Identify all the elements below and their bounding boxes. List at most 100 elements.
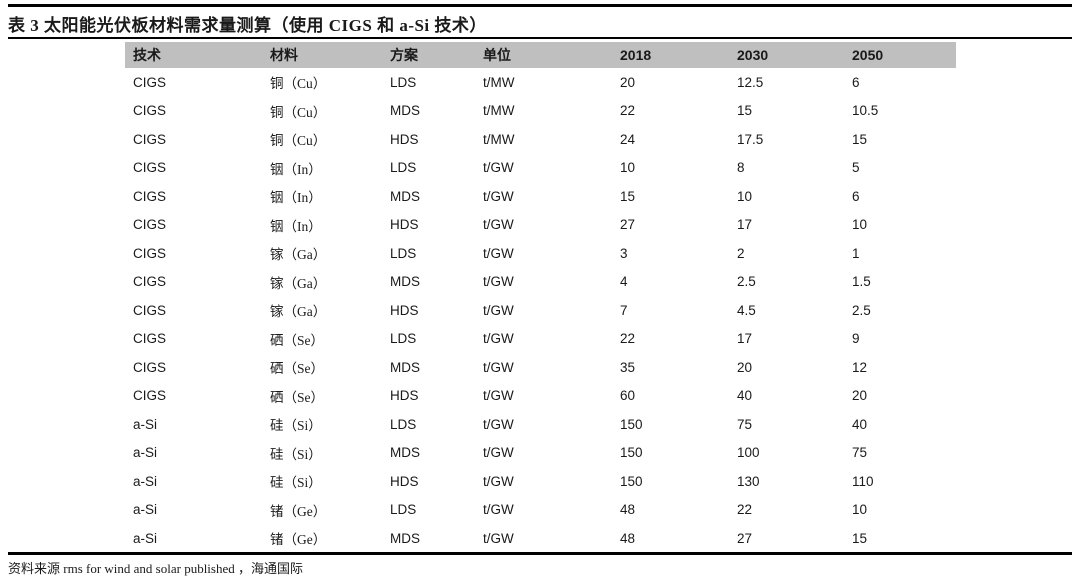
cell-2018: 150 — [620, 445, 643, 461]
bottom-divider — [8, 552, 1072, 555]
cell-tech: CIGS — [133, 160, 167, 176]
cell-unit: t/MW — [483, 74, 515, 90]
cell-2030: 15 — [737, 103, 753, 119]
cell-2030: 27 — [737, 530, 753, 546]
cell-material: 锗（Ge） — [270, 503, 327, 519]
cell-tech: a-Si — [133, 416, 158, 432]
cell-material: 铜（Cu） — [270, 76, 327, 92]
table-row: CIGS 铟（In） MDS t/GW 15 10 6 — [125, 182, 956, 211]
cell-material: 硒（Se） — [270, 361, 324, 377]
cell-2050: 9 — [852, 331, 860, 347]
cell-unit: t/MW — [483, 103, 515, 119]
cell-scenario: LDS — [390, 416, 417, 432]
cell-scenario: LDS — [390, 331, 417, 347]
cell-2018: 10 — [620, 160, 636, 176]
cell-scenario: HDS — [390, 217, 419, 233]
cell-tech: CIGS — [133, 103, 167, 119]
cell-2050: 12 — [852, 359, 868, 375]
cell-unit: t/GW — [483, 302, 514, 318]
cell-unit: t/GW — [483, 416, 514, 432]
cell-2030: 17 — [737, 331, 753, 347]
cell-tech: CIGS — [133, 245, 167, 261]
cell-2050: 5 — [852, 160, 860, 176]
cell-2018: 48 — [620, 502, 636, 518]
cell-unit: t/GW — [483, 245, 514, 261]
cell-unit: t/GW — [483, 160, 514, 176]
cell-material: 铜（Cu） — [270, 133, 327, 149]
cell-2050: 15 — [852, 530, 868, 546]
cell-tech: CIGS — [133, 217, 167, 233]
cell-2018: 150 — [620, 473, 643, 489]
cell-unit: t/MW — [483, 131, 515, 147]
cell-2050: 6 — [852, 74, 860, 90]
cell-2030: 100 — [737, 445, 760, 461]
cell-2050: 110 — [852, 473, 874, 489]
cell-material: 铟（In） — [270, 190, 322, 206]
cell-material: 镓（Ga） — [270, 304, 327, 320]
cell-unit: t/GW — [483, 274, 514, 290]
cell-2050: 1 — [852, 245, 860, 261]
cell-scenario: MDS — [390, 359, 420, 375]
cell-2030: 17 — [737, 217, 753, 233]
cell-tech: a-Si — [133, 530, 158, 546]
cell-scenario: MDS — [390, 274, 420, 290]
cell-tech: a-Si — [133, 502, 158, 518]
cell-unit: t/GW — [483, 331, 514, 347]
table-header-row: 技术 材料 方案 单位 2018 2030 2050 — [125, 42, 956, 68]
cell-2018: 3 — [620, 245, 628, 261]
table-row: a-Si 硅（Si） MDS t/GW 150 100 75 — [125, 439, 956, 468]
cell-material: 镓（Ga） — [270, 247, 327, 263]
col-header-unit: 单位 — [483, 49, 511, 64]
table-row: CIGS 铜（Cu） LDS t/MW 20 12.5 6 — [125, 68, 956, 97]
cell-2050: 15 — [852, 131, 868, 147]
cell-unit: t/GW — [483, 445, 514, 461]
cell-2018: 24 — [620, 131, 636, 147]
cell-material: 锗（Ge） — [270, 532, 327, 548]
table-row: CIGS 铟（In） HDS t/GW 27 17 10 — [125, 211, 956, 240]
cell-2050: 6 — [852, 188, 860, 204]
cell-2030: 8 — [737, 160, 745, 176]
cell-2050: 20 — [852, 388, 868, 404]
cell-unit: t/GW — [483, 530, 514, 546]
cell-scenario: HDS — [390, 473, 419, 489]
cell-scenario: MDS — [390, 530, 420, 546]
cell-2050: 2.5 — [852, 302, 871, 318]
cell-scenario: LDS — [390, 502, 417, 518]
table-row: CIGS 铜（Cu） HDS t/MW 24 17.5 15 — [125, 125, 956, 154]
col-header-2050: 2050 — [852, 47, 884, 63]
cell-2050: 10 — [852, 217, 868, 233]
cell-2030: 2.5 — [737, 274, 756, 290]
col-header-material: 材料 — [270, 49, 298, 64]
cell-2030: 10 — [737, 188, 753, 204]
cell-tech: CIGS — [133, 302, 167, 318]
cell-scenario: MDS — [390, 445, 420, 461]
cell-unit: t/GW — [483, 502, 514, 518]
cell-tech: a-Si — [133, 445, 158, 461]
cell-material: 硅（Si） — [270, 475, 322, 491]
table-row: CIGS 铟（In） LDS t/GW 10 8 5 — [125, 154, 956, 183]
cell-material: 铟（In） — [270, 218, 322, 234]
cell-2030: 4.5 — [737, 302, 756, 318]
cell-material: 硅（Si） — [270, 418, 322, 434]
cell-scenario: LDS — [390, 74, 417, 90]
materials-demand-table: 技术 材料 方案 单位 2018 2030 2050 CIGS 铜（Cu） LD… — [125, 42, 956, 553]
cell-material: 硒（Se） — [270, 389, 324, 405]
cell-2018: 27 — [620, 217, 636, 233]
cell-material: 硒（Se） — [270, 332, 324, 348]
cell-tech: CIGS — [133, 131, 167, 147]
cell-scenario: HDS — [390, 388, 419, 404]
cell-2018: 22 — [620, 103, 636, 119]
cell-2050: 40 — [852, 416, 868, 432]
cell-2018: 22 — [620, 331, 636, 347]
cell-2018: 150 — [620, 416, 643, 432]
cell-tech: a-Si — [133, 473, 158, 489]
table-title: 表 3 太阳能光伏板材料需求量测算（使用 CIGS 和 a-Si 技术） — [8, 16, 487, 35]
cell-2030: 130 — [737, 473, 760, 489]
cell-2030: 22 — [737, 502, 753, 518]
cell-2030: 20 — [737, 359, 753, 375]
table-row: a-Si 锗（Ge） MDS t/GW 48 27 15 — [125, 524, 956, 553]
top-divider — [8, 4, 1072, 7]
col-header-2018: 2018 — [620, 47, 652, 63]
title-divider — [8, 37, 1072, 39]
cell-2050: 1.5 — [852, 274, 871, 290]
